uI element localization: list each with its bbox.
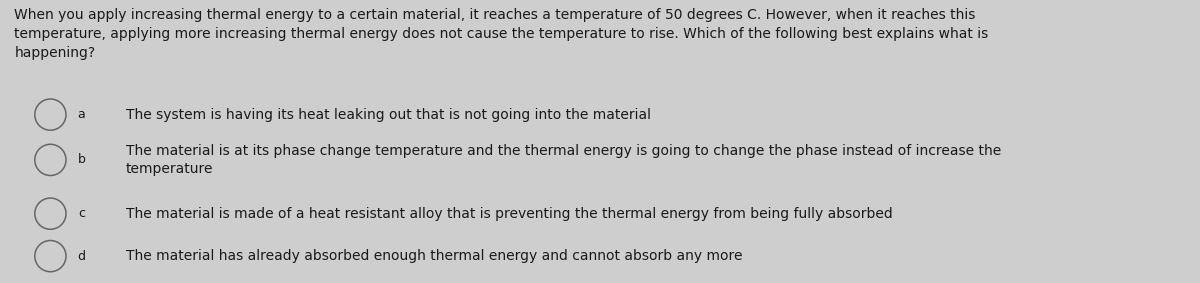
Text: d: d bbox=[78, 250, 85, 263]
Text: b: b bbox=[78, 153, 85, 166]
Text: The material has already absorbed enough thermal energy and cannot absorb any mo: The material has already absorbed enough… bbox=[126, 249, 743, 263]
Text: The material is made of a heat resistant alloy that is preventing the thermal en: The material is made of a heat resistant… bbox=[126, 207, 893, 221]
Text: The material is at its phase change temperature and the thermal energy is going : The material is at its phase change temp… bbox=[126, 144, 1001, 176]
Text: When you apply increasing thermal energy to a certain material, it reaches a tem: When you apply increasing thermal energy… bbox=[14, 8, 989, 60]
Text: c: c bbox=[78, 207, 85, 220]
Text: The system is having its heat leaking out that is not going into the material: The system is having its heat leaking ou… bbox=[126, 108, 650, 122]
Text: a: a bbox=[78, 108, 85, 121]
